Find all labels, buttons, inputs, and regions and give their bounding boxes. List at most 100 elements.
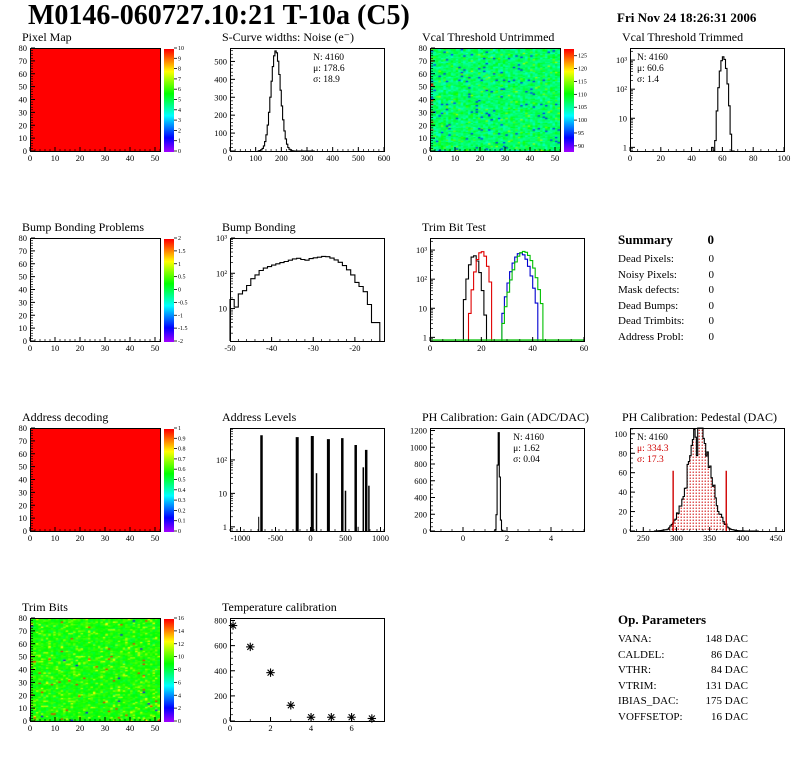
svg-text:10²: 10² [216, 455, 228, 465]
svg-text:80: 80 [19, 423, 28, 433]
svg-text:300: 300 [214, 92, 227, 102]
svg-text:40: 40 [528, 343, 537, 353]
svg-text:0: 0 [28, 343, 32, 353]
svg-text:-2: -2 [178, 339, 183, 345]
svg-text:8: 8 [178, 67, 181, 73]
address-levels-plot: -1000 -500 0 500 1000 1 10 10² [202, 423, 396, 555]
svg-text:0: 0 [28, 723, 32, 733]
param-value: 16 DAC [711, 710, 748, 723]
svg-text:80: 80 [19, 233, 28, 243]
param-label: IBIAS_DAC: [618, 695, 679, 707]
svg-text:0.8: 0.8 [178, 447, 186, 453]
svg-text:10: 10 [19, 133, 28, 143]
param-label: VANA: [618, 633, 652, 645]
svg-text:50: 50 [19, 272, 28, 282]
svg-text:50: 50 [551, 153, 560, 163]
svg-text:115: 115 [578, 79, 587, 85]
chart-title: Address Levels [222, 410, 297, 424]
svg-text:100: 100 [249, 153, 262, 163]
svg-text:20: 20 [477, 343, 486, 353]
svg-text:0: 0 [428, 153, 432, 163]
chart-title: S-Curve widths: Noise (e⁻) [222, 30, 354, 44]
svg-text:40: 40 [126, 723, 135, 733]
trim-bits-plot: 0 10 20 30 40 50 0 10 20 30 40 50 60 70 80 0 2 4 6 8 10 12 14 1… [2, 613, 196, 745]
vcal-untrimmed-plot: 0 10 20 30 40 50 0 10 20 30 40 50 60 70 80 90 95 100 105 11… [402, 43, 596, 175]
panel-ph-gain: PH Calibration: Gain (ADC/DAC) 0 2 4 0 200 40… [402, 410, 596, 562]
svg-text:40: 40 [419, 95, 428, 105]
svg-text:30: 30 [419, 107, 428, 117]
address-decoding-chart-svg: 0 10 20 30 40 500102030405060708000.10.20.30.… [19, 423, 186, 543]
param-row: Noisy Pixels: 0 [618, 268, 714, 284]
svg-text:100: 100 [614, 429, 627, 439]
param-row: VOFFSETOP: 16 DAC [618, 710, 748, 726]
svg-text:60: 60 [718, 153, 727, 163]
svg-text:40: 40 [19, 475, 28, 485]
svg-text:30: 30 [101, 153, 110, 163]
bump-bonding-chart-svg: -50 -40 -30 -20 10 10² 10³ [216, 233, 385, 353]
svg-text:60: 60 [19, 449, 28, 459]
svg-text:10: 10 [51, 533, 60, 543]
svg-text:10: 10 [451, 153, 460, 163]
svg-text:40: 40 [19, 665, 28, 675]
svg-text:600: 600 [414, 476, 427, 486]
svg-text:1: 1 [423, 332, 427, 342]
param-row: VANA: 148 DAC [618, 632, 748, 648]
svg-text:300: 300 [301, 153, 314, 163]
param-row: Dead Bumps: 0 [618, 299, 714, 315]
svg-text:600: 600 [378, 153, 391, 163]
svg-text:5: 5 [178, 98, 181, 104]
svg-text:0.5: 0.5 [178, 275, 186, 281]
svg-text:4: 4 [178, 108, 181, 114]
svg-text:0: 0 [423, 146, 427, 156]
svg-text:10³: 10³ [216, 233, 228, 243]
svg-text:80: 80 [19, 43, 28, 53]
summary-rows: Dead Pixels: 0 Noisy Pixels: 0 Mask defects:… [618, 252, 714, 345]
svg-text:1000: 1000 [410, 442, 427, 452]
chart-title: Bump Bonding [222, 220, 296, 234]
svg-text:0: 0 [228, 153, 232, 163]
svg-text:10: 10 [51, 343, 60, 353]
svg-text:0: 0 [178, 719, 181, 725]
svg-text:40: 40 [19, 95, 28, 105]
svg-text:10³: 10³ [616, 55, 628, 65]
address-decoding-plot: 0 10 20 30 40 50 0 10 20 30 40 50 60 70 80 0 0.1 0.2 0.3 0.… [2, 423, 196, 555]
svg-text:4: 4 [178, 693, 181, 699]
svg-text:1.5: 1.5 [178, 249, 186, 255]
param-label: VTRIM: [618, 679, 657, 692]
pixel-map-heatmap-canvas [31, 49, 160, 151]
svg-text:0: 0 [23, 526, 27, 536]
svg-text:40: 40 [526, 153, 535, 163]
panel-op-parameters: Op. Parameters VANA: 148 DAC CALDEL: 86 DAC… [602, 602, 796, 754]
svg-text:1: 1 [178, 426, 181, 432]
svg-text:20: 20 [19, 690, 28, 700]
svg-text:0: 0 [461, 533, 465, 543]
pixel-map-colorbar [164, 49, 174, 152]
svg-text:0: 0 [628, 153, 632, 163]
ph-gain-plot: 0 2 4 0 200 400 600 800 1000 1200 N: 4160 μ: 1.62 σ:… [402, 423, 596, 555]
chart-title: PH Calibration: Pedestal (DAC) [622, 410, 777, 424]
param-row: Mask defects: 0 [618, 283, 714, 299]
svg-text:14: 14 [178, 629, 184, 635]
svg-text:0: 0 [178, 529, 181, 535]
summary-header: Summary 0 [618, 232, 714, 248]
param-label: Dead Trimbits: [618, 315, 685, 327]
param-value: 0 [708, 315, 715, 327]
panel-bump-bonding: Bump Bonding -50 -40 -30 -20 10 10² 10³ [202, 220, 396, 372]
param-row: IBIAS_DAC: 175 DAC [618, 694, 748, 710]
svg-text:450: 450 [770, 533, 783, 543]
svg-text:400: 400 [214, 666, 227, 676]
svg-text:0: 0 [428, 343, 432, 353]
vcal-untrimmed-heatmap-canvas [431, 49, 560, 151]
op-parameters-header: Op. Parameters [618, 612, 748, 628]
address-levels-chart-svg: -1000 -500 0 500 1000 1 10 10² [216, 428, 389, 543]
address-decoding-colorbar [164, 429, 174, 532]
svg-text:-50: -50 [224, 343, 235, 353]
svg-text:3: 3 [178, 118, 181, 124]
chart-title: Vcal Threshold Untrimmed [422, 30, 555, 44]
svg-text:500: 500 [214, 56, 227, 66]
bump-bonding-plot: -50 -40 -30 -20 10 10² 10³ [202, 233, 396, 365]
svg-text:10: 10 [419, 303, 428, 313]
svg-text:30: 30 [101, 723, 110, 733]
svg-text:70: 70 [419, 56, 428, 66]
